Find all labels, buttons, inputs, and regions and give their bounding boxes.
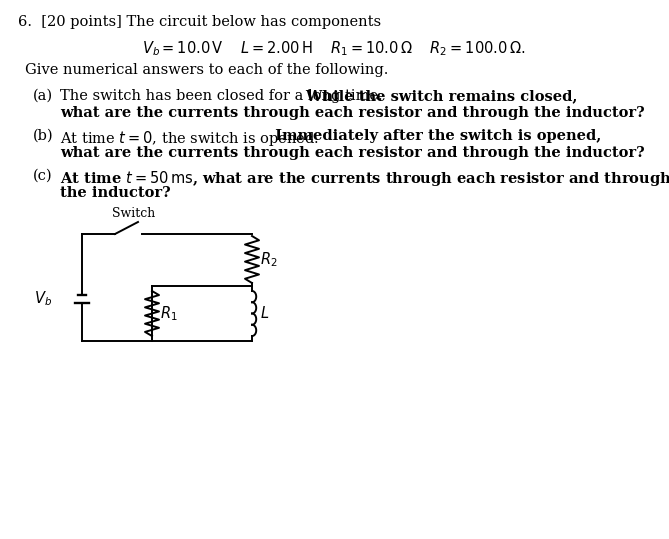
Text: (a): (a) [33, 89, 53, 103]
Text: At time $t = 50\,\mathrm{ms}$, what are the currents through each resistor and t: At time $t = 50\,\mathrm{ms}$, what are … [60, 169, 669, 188]
Text: what are the currents through each resistor and through the inductor?: what are the currents through each resis… [60, 106, 645, 120]
Text: The switch has been closed for a long time.: The switch has been closed for a long ti… [60, 89, 392, 103]
Text: 6.  [20 points] The circuit below has components: 6. [20 points] The circuit below has com… [18, 15, 381, 29]
Text: (b): (b) [33, 129, 54, 143]
Text: what are the currents through each resistor and through the inductor?: what are the currents through each resis… [60, 146, 645, 160]
Text: $L$: $L$ [260, 306, 269, 321]
Text: the inductor?: the inductor? [60, 186, 171, 200]
Text: $R_1$: $R_1$ [160, 304, 178, 323]
Text: Give numerical answers to each of the following.: Give numerical answers to each of the fo… [25, 63, 389, 77]
Text: (c): (c) [33, 169, 53, 183]
Text: While the switch remains closed,: While the switch remains closed, [60, 89, 577, 103]
Text: $V_b = 10.0\,\mathrm{V}\quad\;L = 2.00\,\mathrm{H}\quad\;R_1 = 10.0\,\Omega\quad: $V_b = 10.0\,\mathrm{V}\quad\;L = 2.00\,… [142, 39, 526, 58]
Text: At time $t = 0$, the switch is opened.: At time $t = 0$, the switch is opened. [60, 129, 325, 148]
Text: Switch: Switch [112, 207, 155, 220]
Text: Immediately after the switch is opened,: Immediately after the switch is opened, [60, 129, 601, 143]
Text: $R_2$: $R_2$ [260, 250, 278, 269]
Text: $V_b$: $V_b$ [34, 289, 52, 308]
